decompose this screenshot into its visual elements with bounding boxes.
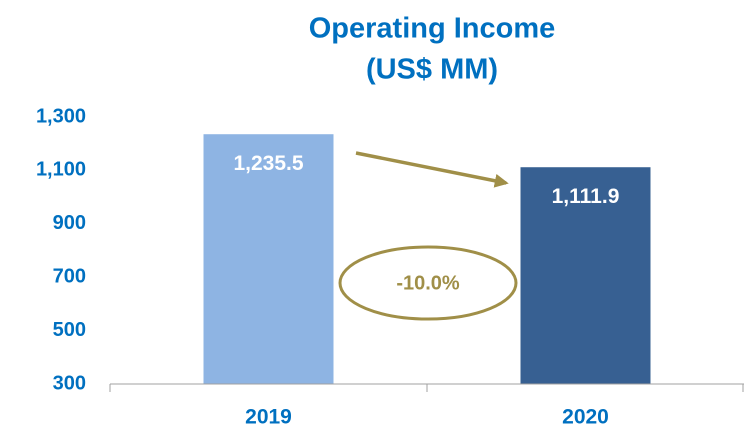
y-tick-label: 900 bbox=[53, 212, 86, 234]
y-tick-label: 700 bbox=[53, 265, 86, 287]
chart-subtitle: (US$ MM) bbox=[366, 54, 498, 86]
chart-title: Operating Income bbox=[309, 13, 556, 45]
y-tick-label: 300 bbox=[53, 372, 86, 394]
bar bbox=[203, 134, 334, 384]
bar bbox=[520, 167, 651, 384]
x-tick-label: 2020 bbox=[562, 406, 609, 429]
value-label: 1,111.9 bbox=[552, 185, 620, 208]
value-label: 1,235.5 bbox=[233, 152, 303, 175]
x-tick-label: 2019 bbox=[245, 406, 292, 429]
y-tick-label: 500 bbox=[53, 319, 86, 341]
arrow bbox=[355, 151, 509, 188]
annotation: -10.0% bbox=[396, 272, 460, 294]
y-tick-label: 1,100 bbox=[36, 159, 86, 181]
y-tick-label: 1,300 bbox=[36, 105, 86, 127]
annotation-ellipse bbox=[338, 245, 518, 321]
